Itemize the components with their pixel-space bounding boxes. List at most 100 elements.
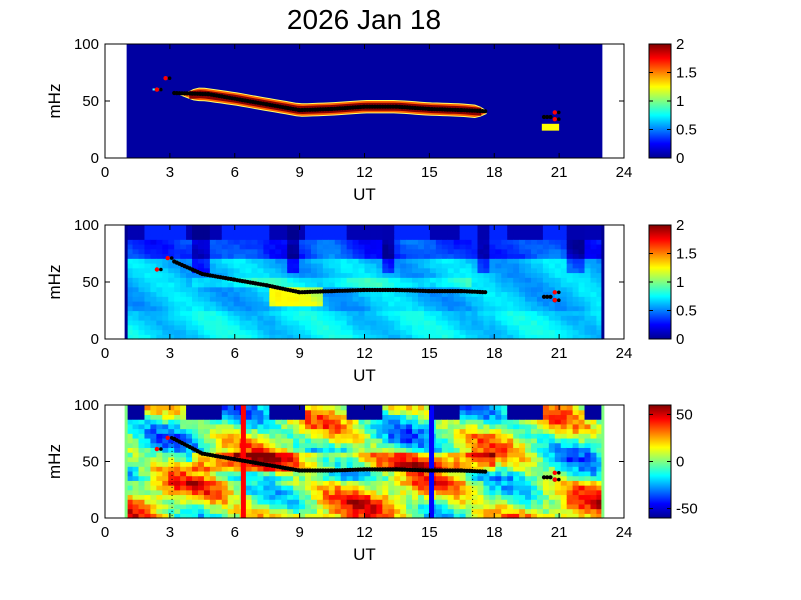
heat-cell [245,258,253,264]
heat-cell [364,437,372,444]
heat-cell [251,324,259,331]
heat-cell [245,503,253,510]
heat-cell [156,437,163,444]
heat-cell [138,267,146,274]
heat-cell [376,437,383,444]
heat-cell [263,286,270,293]
heat-cell [560,301,568,307]
heat-cell [382,437,389,444]
heat-cell [584,442,592,448]
heat-cell [287,320,294,326]
heat-cell [453,489,461,496]
heat-cell [287,485,294,491]
heat-cell [168,461,175,467]
heat-cell [168,405,175,411]
black-marker [548,114,553,120]
heat-cell [197,258,205,264]
heat-cell [197,461,205,467]
heat-cell [590,277,598,283]
heat-cell [459,475,467,481]
heat-cell [513,248,520,255]
heat-cell [257,466,265,472]
heat-cell [215,305,223,312]
heat-cell [489,423,496,430]
heat-cell [376,248,383,255]
heat-cell [400,447,407,453]
heat-cell [293,485,300,491]
heat-cell [489,263,496,269]
heat-cell [132,320,140,326]
heat-cell [269,405,276,411]
heat-cell [197,423,205,430]
heat-cell [584,433,592,439]
heat-cell [471,475,479,481]
heat-cell [578,466,586,472]
heat-cell [471,263,479,269]
heat-cell [447,428,455,434]
heat-cell [507,419,514,425]
heat-cell [406,503,413,510]
heat-cell [197,320,205,326]
heat-cell [477,277,485,283]
heat-cell [269,499,276,505]
heat-cell [174,485,181,491]
heat-cell [209,239,217,245]
heat-cell [156,263,163,269]
heat-cell [322,263,330,269]
heat-cell [465,258,473,264]
heat-cell [525,437,532,444]
heat-cell [477,272,485,278]
x-tick-label: 15 [421,345,438,362]
heat-cell [203,320,211,326]
heat-cell [423,234,431,240]
heat-cell [584,409,592,416]
heat-cell [203,503,211,510]
heat-cell [376,296,383,302]
heat-cell [400,437,407,444]
heat-cell [251,494,259,500]
heat-cell [126,456,134,463]
heat-cell [441,258,449,264]
heat-cell [382,461,389,467]
heat-cell [412,447,419,453]
heat-cell [412,253,419,259]
heat-cell [376,267,383,274]
heat-cell [501,456,508,463]
heat-cell [281,494,288,500]
heat-cell [507,461,514,467]
heat-cell [186,258,193,264]
heat-cell [150,485,157,491]
heat-cell [513,419,520,425]
heat-cell [572,277,580,283]
heat-cell [180,234,187,240]
heat-cell [251,447,259,453]
heat-cell [578,433,586,439]
heat-cell [531,452,538,458]
heat-cell [447,263,455,269]
heat-cell [560,437,568,444]
heat-cell [138,494,146,500]
heat-cell [536,405,544,411]
heat-cell [346,301,354,307]
heat-cell [174,272,181,278]
heat-cell [542,485,550,491]
heat-cell [471,324,479,331]
heat-cell [495,253,502,259]
heat-cell [566,470,574,477]
heat-cell [542,423,550,430]
heat-cell [596,405,603,411]
heat-cell [542,499,550,505]
heat-cell [489,267,496,274]
heat-cell [352,320,360,326]
heat-cell [471,423,479,430]
heat-cell [287,423,294,430]
heat-cell [340,248,348,255]
heat-cell [197,282,205,288]
heat-cell [554,329,562,335]
heat-cell [197,480,205,486]
heat-cell [578,253,586,259]
heat-cell [245,489,253,496]
heat-cell [192,437,199,444]
heat-cell [287,248,294,255]
heat-cell [507,305,514,312]
